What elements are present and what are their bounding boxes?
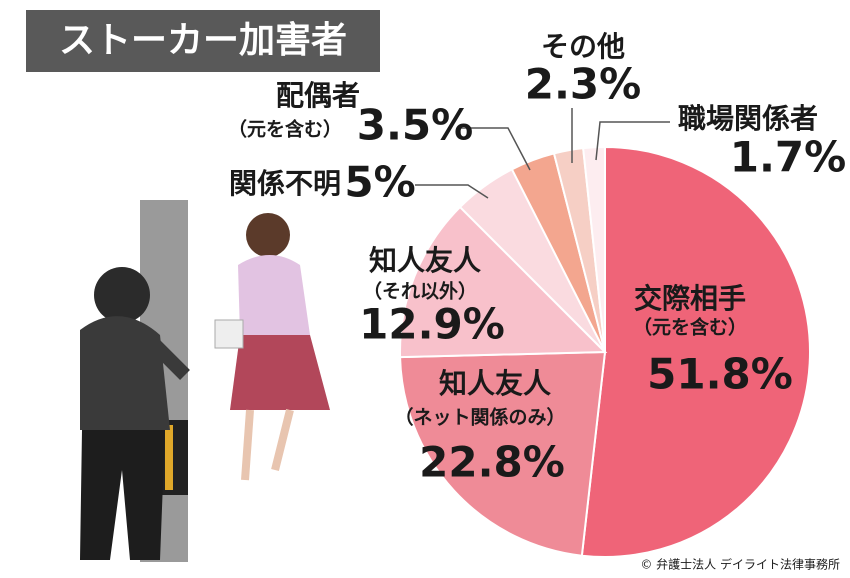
- value-label: 2.3%: [525, 60, 641, 109]
- value-label: 3.5%: [357, 101, 473, 150]
- slice-label: 職場関係者: [678, 102, 818, 135]
- slice-sublabel: （それ以外）: [363, 280, 477, 303]
- value-label: 1.7%: [730, 133, 846, 182]
- value-label: 22.8%: [419, 438, 565, 487]
- pie-slice: [399, 205, 608, 359]
- illustration: [80, 200, 330, 562]
- leader-line: [595, 121, 670, 161]
- slice-label: 配偶者: [276, 79, 360, 112]
- leader-line: [460, 127, 531, 171]
- leader-line: [415, 184, 489, 199]
- slice-label: 交際相手: [634, 282, 746, 315]
- pie-slice: [399, 350, 607, 557]
- slice-label: その他: [541, 30, 625, 63]
- slice-label: 知人友人: [369, 244, 481, 277]
- value-label: 51.8%: [647, 350, 793, 399]
- slice-sublabel: （ネット関係のみ）: [394, 406, 565, 429]
- slice-label: 知人友人: [439, 367, 551, 400]
- slice-sublabel: （元を含む）: [633, 316, 747, 339]
- slice-label: 関係不明: [229, 167, 341, 200]
- title-box: [26, 10, 380, 72]
- chart-title: ストーカー加害者: [59, 20, 347, 61]
- pie-slice: [582, 145, 606, 353]
- value-label: 12.9%: [359, 300, 505, 349]
- credit: © 弁護士法人 デイライト法律事務所: [640, 557, 840, 572]
- pie-slice: [580, 145, 812, 558]
- slice-sublabel: （元を含む）: [228, 118, 342, 141]
- value-label: 5%: [344, 158, 415, 207]
